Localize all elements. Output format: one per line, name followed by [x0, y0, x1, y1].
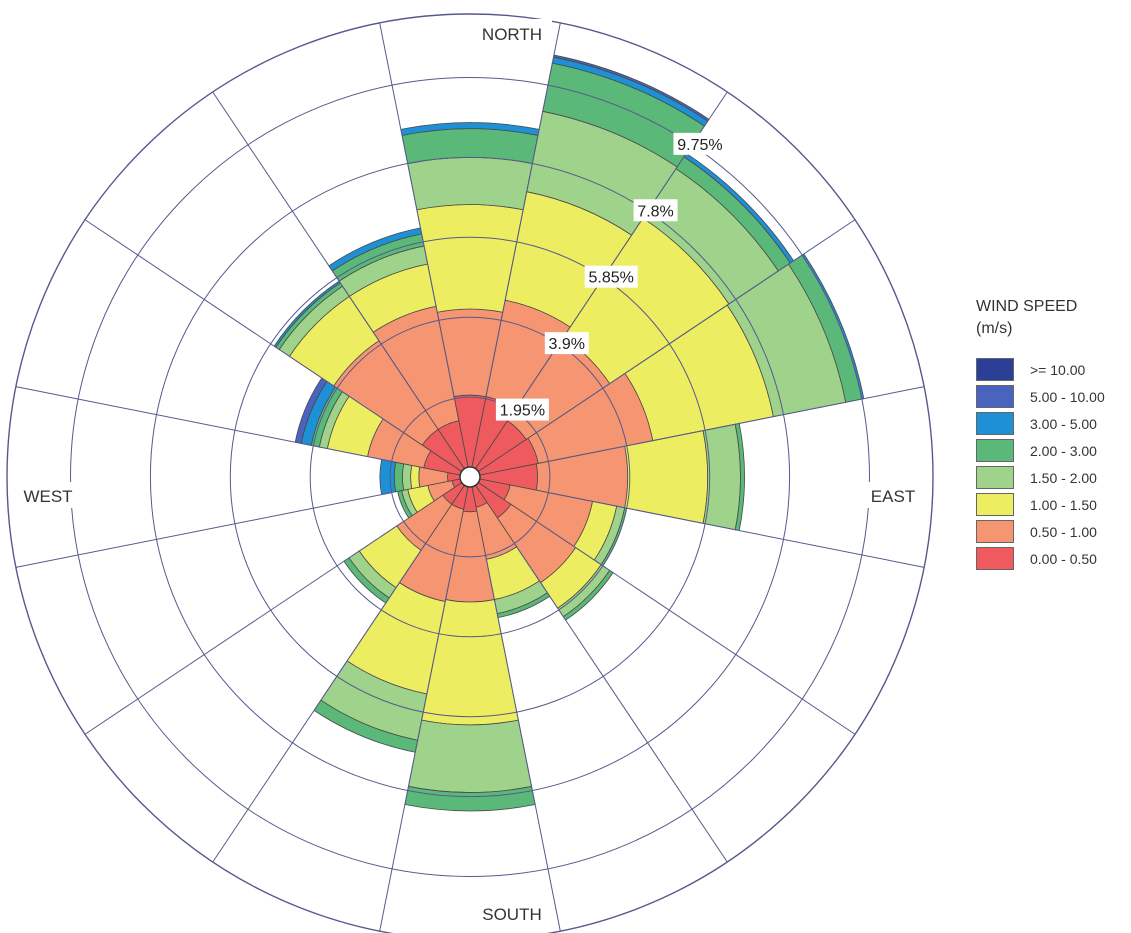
polar-grid	[6, 13, 934, 933]
legend-item: 1.50 - 2.00	[976, 464, 1105, 491]
grid-ring-0	[389, 396, 551, 558]
grid-spoke-10	[84, 520, 404, 735]
legend-label: 5.00 - 10.00	[1030, 388, 1105, 405]
wind-rose-petals	[273, 54, 865, 812]
petal-w-bin-5	[379, 458, 397, 496]
grid-ring-2	[229, 236, 711, 718]
legend-item: 5.00 - 10.00	[976, 383, 1105, 410]
grid-spoke-0	[485, 22, 561, 399]
direction-label-west: WEST	[23, 487, 72, 506]
north-label-bg	[472, 19, 552, 47]
grid-ring-1	[309, 316, 631, 638]
legend-swatch	[976, 385, 1014, 408]
legend-label: 3.00 - 5.00	[1030, 415, 1097, 432]
petal-e-bin-3	[702, 423, 741, 531]
direction-label-north: NORTH	[482, 25, 542, 44]
west-label-bg	[16, 482, 80, 508]
ring-label-3: 7.8%	[637, 203, 673, 220]
calm-center-circle	[459, 466, 481, 488]
grid-spoke-9	[212, 543, 427, 863]
direction-label-south: SOUTH	[482, 905, 542, 924]
grid-spoke-8	[379, 555, 455, 932]
legend-swatch	[976, 493, 1014, 516]
ring-label-1: 3.9%	[549, 336, 585, 353]
grid-spoke-7	[485, 555, 561, 932]
wind-speed-legend: WIND SPEED (m/s) >= 10.00 5.00 - 10.00 3.0…	[976, 296, 1105, 572]
legend-label: 0.50 - 1.00	[1030, 523, 1097, 540]
grid-spoke-3	[548, 386, 925, 462]
ring-label-bg-3	[633, 199, 678, 222]
grid-spoke-2	[536, 219, 856, 434]
legend-item: 1.00 - 1.50	[976, 491, 1105, 518]
legend-items: >= 10.00 5.00 - 10.00 3.00 - 5.00 2.00 - 3.…	[976, 356, 1105, 572]
legend-item: 2.00 - 3.00	[976, 437, 1105, 464]
legend-label: 1.00 - 1.50	[1030, 496, 1097, 513]
legend-item: 0.50 - 1.00	[976, 518, 1105, 545]
legend-swatch	[976, 439, 1014, 462]
legend-label: 1.50 - 2.00	[1030, 469, 1097, 486]
legend-title: WIND SPEED (m/s)	[976, 296, 1105, 340]
ring-label-2: 5.85%	[588, 270, 633, 287]
south-label-bg	[472, 900, 552, 928]
grid-spoke-12	[15, 386, 392, 462]
legend-item: 3.00 - 5.00	[976, 410, 1105, 437]
grid-spoke-5	[536, 520, 856, 735]
legend-label: 2.00 - 3.00	[1030, 442, 1097, 459]
legend-swatch	[976, 466, 1014, 489]
grid-spoke-14	[212, 91, 427, 411]
ring-label-bg-4	[673, 132, 727, 155]
petal-w-bin-2	[410, 464, 421, 490]
grid-spoke-4	[548, 492, 925, 568]
east-label-bg	[864, 482, 922, 508]
legend-label: >= 10.00	[1030, 361, 1086, 378]
grid-ring-3	[149, 156, 791, 798]
ring-label-bg-1	[544, 332, 589, 355]
ring-label-bg-0	[495, 398, 549, 421]
direction-label-east: EAST	[871, 487, 915, 506]
legend-swatch	[976, 358, 1014, 381]
grid-spoke-15	[379, 22, 455, 399]
grid-ring-5	[6, 13, 934, 933]
petal-e-bin-2	[624, 430, 709, 524]
legend-swatch	[976, 412, 1014, 435]
ring-label-0: 1.95%	[500, 403, 545, 420]
legend-swatch	[976, 520, 1014, 543]
petal-s-bin-3	[407, 719, 533, 793]
legend-title-line2: (m/s)	[976, 320, 1013, 337]
legend-swatch	[976, 547, 1014, 570]
legend-label: 0.00 - 0.50	[1030, 550, 1097, 567]
ring-labels: 1.95% 3.9% 5.85% 7.8% 9.75%	[495, 132, 727, 421]
petal-w-bin-3	[401, 463, 413, 491]
legend-item: >= 10.00	[976, 356, 1105, 383]
legend-item: 0.00 - 0.50	[976, 545, 1105, 572]
grid-ring-4	[70, 77, 870, 877]
ring-label-4: 9.75%	[677, 137, 722, 154]
legend-title-line1: WIND SPEED	[976, 298, 1078, 315]
grid-spoke-11	[15, 492, 392, 568]
petal-w-bin-4	[393, 461, 405, 493]
grid-spoke-13	[84, 219, 404, 434]
grid-spoke-6	[513, 543, 728, 863]
ring-label-bg-2	[584, 265, 638, 288]
petal-n-bin-3	[407, 157, 533, 211]
